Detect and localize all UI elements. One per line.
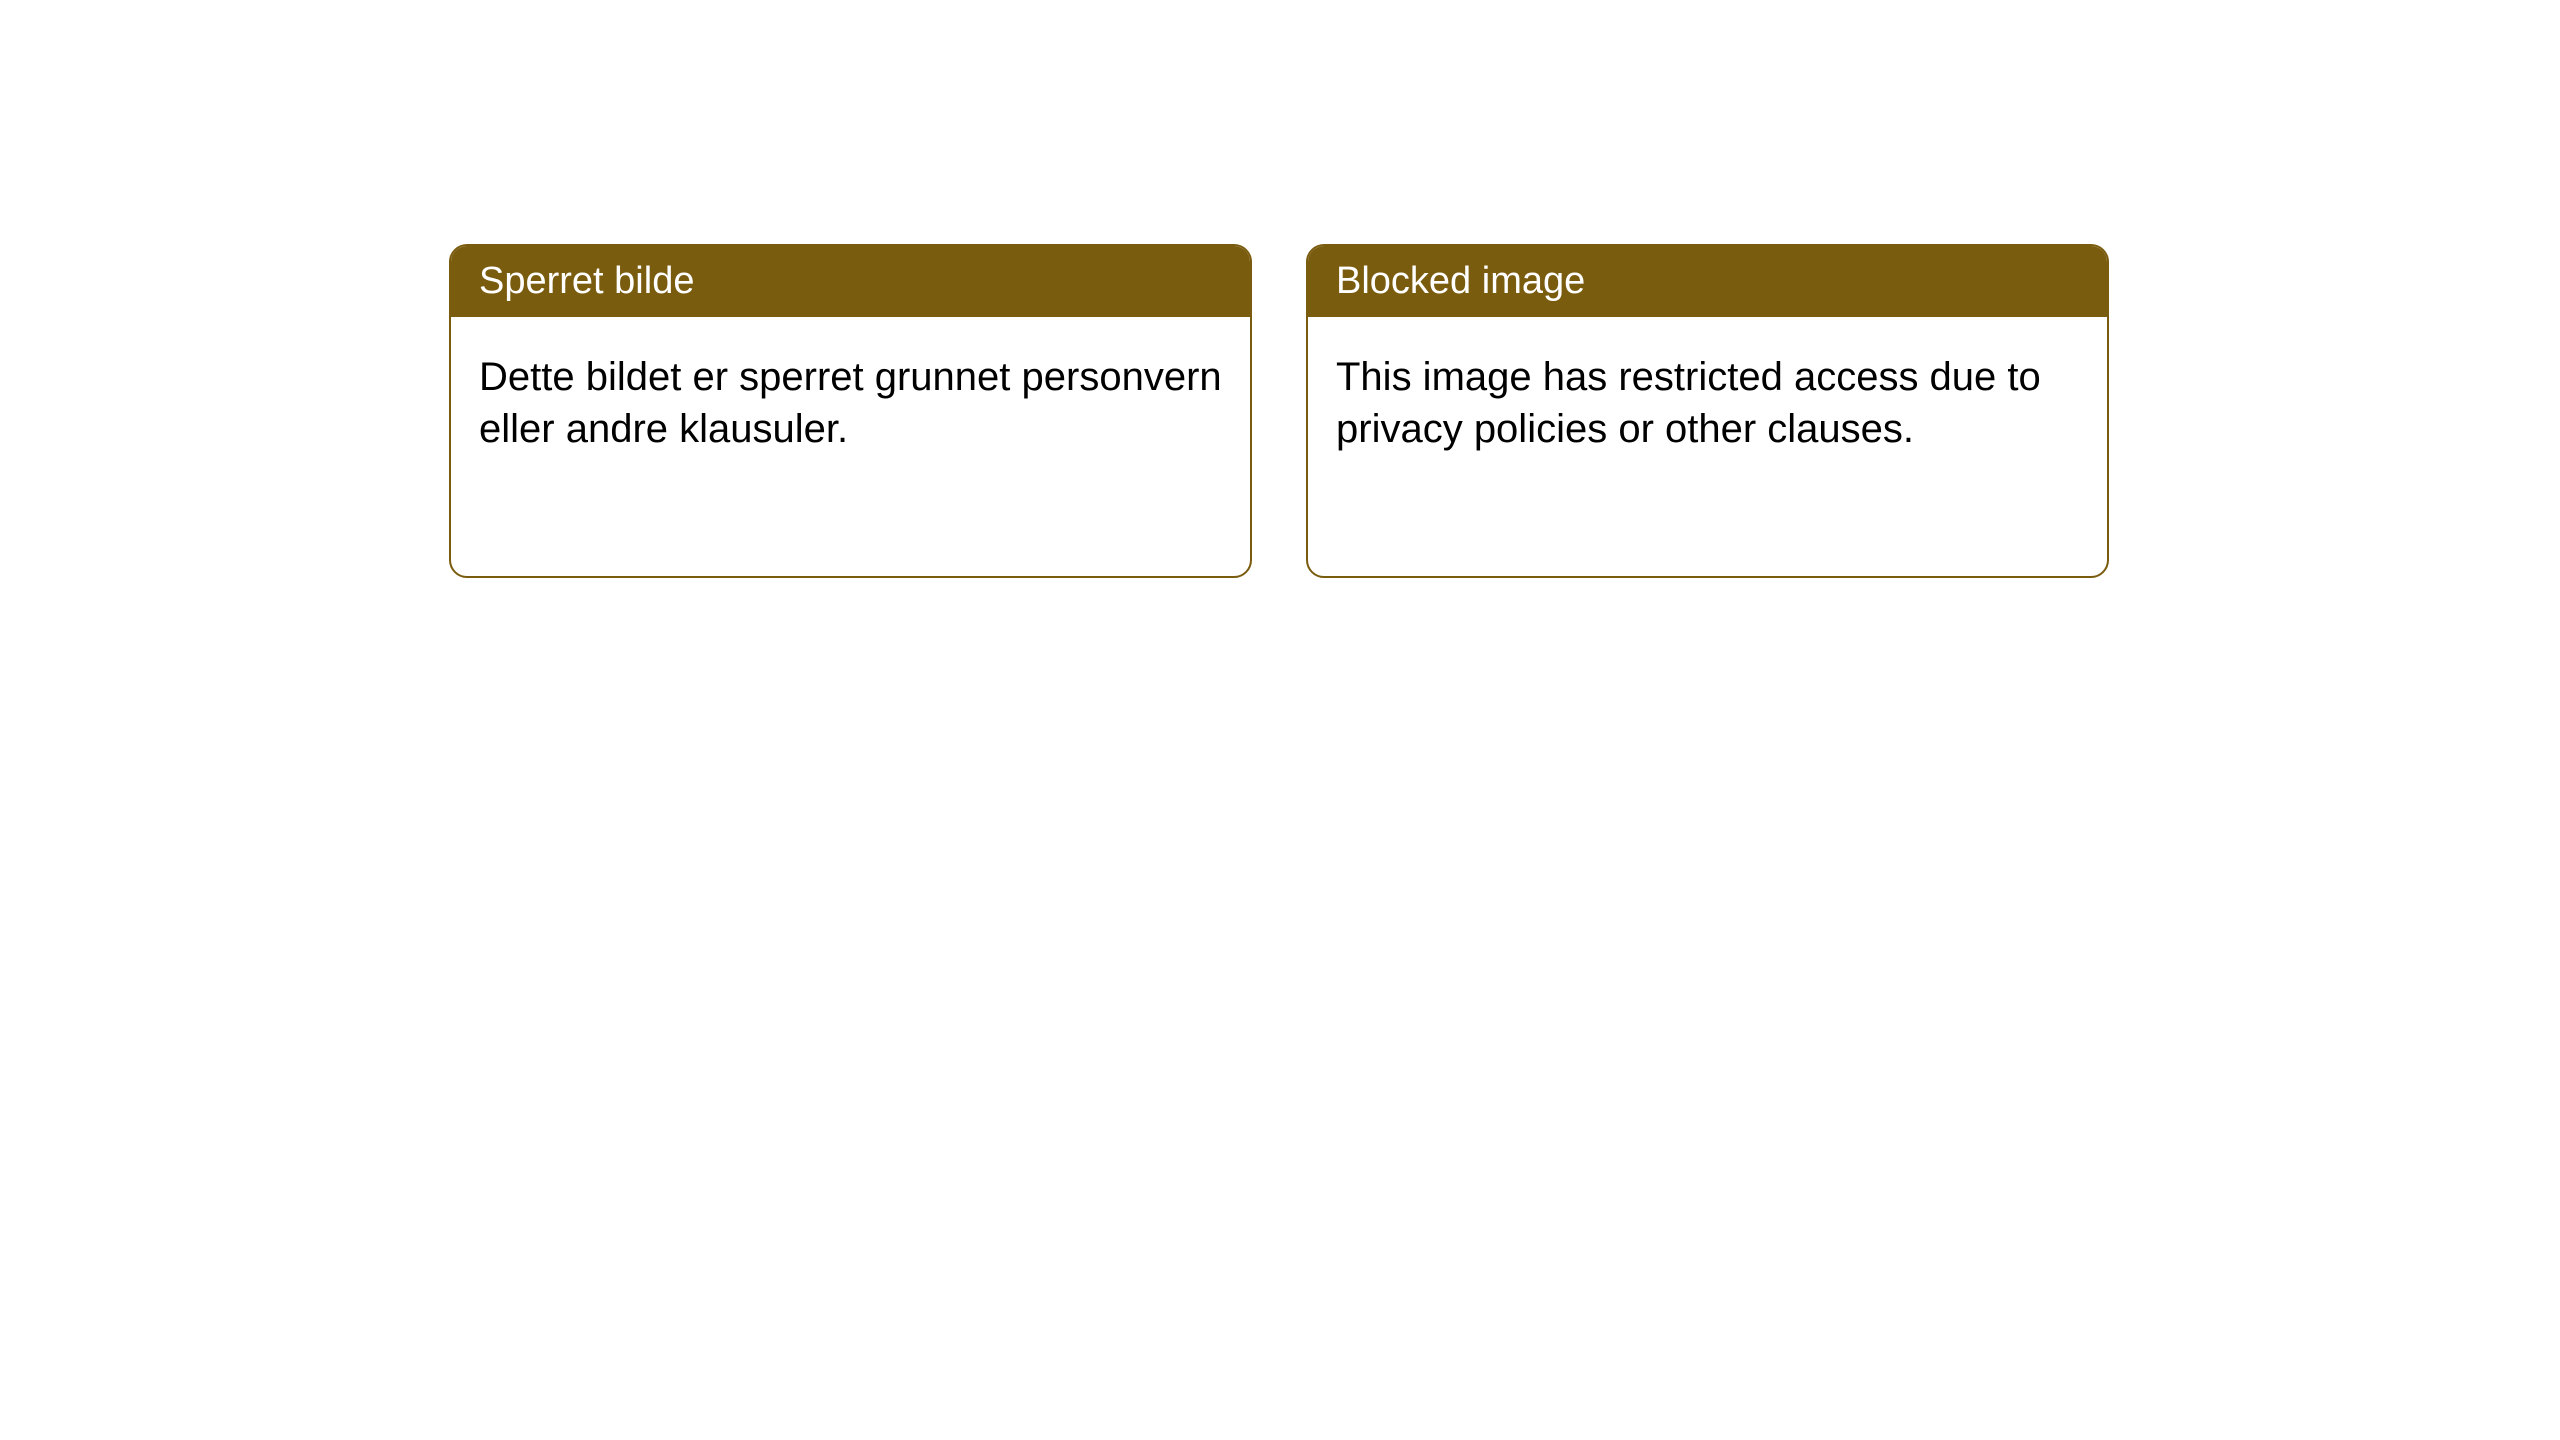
card-header-no: Sperret bilde [451,246,1250,317]
blocked-image-card-no: Sperret bilde Dette bildet er sperret gr… [449,244,1252,578]
notice-cards-container: Sperret bilde Dette bildet er sperret gr… [449,244,2109,578]
card-text-no: Dette bildet er sperret grunnet personve… [479,355,1222,451]
card-title-en: Blocked image [1336,260,1585,302]
card-header-en: Blocked image [1308,246,2107,317]
card-title-no: Sperret bilde [479,260,694,302]
card-text-en: This image has restricted access due to … [1336,355,2041,451]
blocked-image-card-en: Blocked image This image has restricted … [1306,244,2109,578]
card-body-en: This image has restricted access due to … [1308,317,2107,489]
card-body-no: Dette bildet er sperret grunnet personve… [451,317,1250,489]
